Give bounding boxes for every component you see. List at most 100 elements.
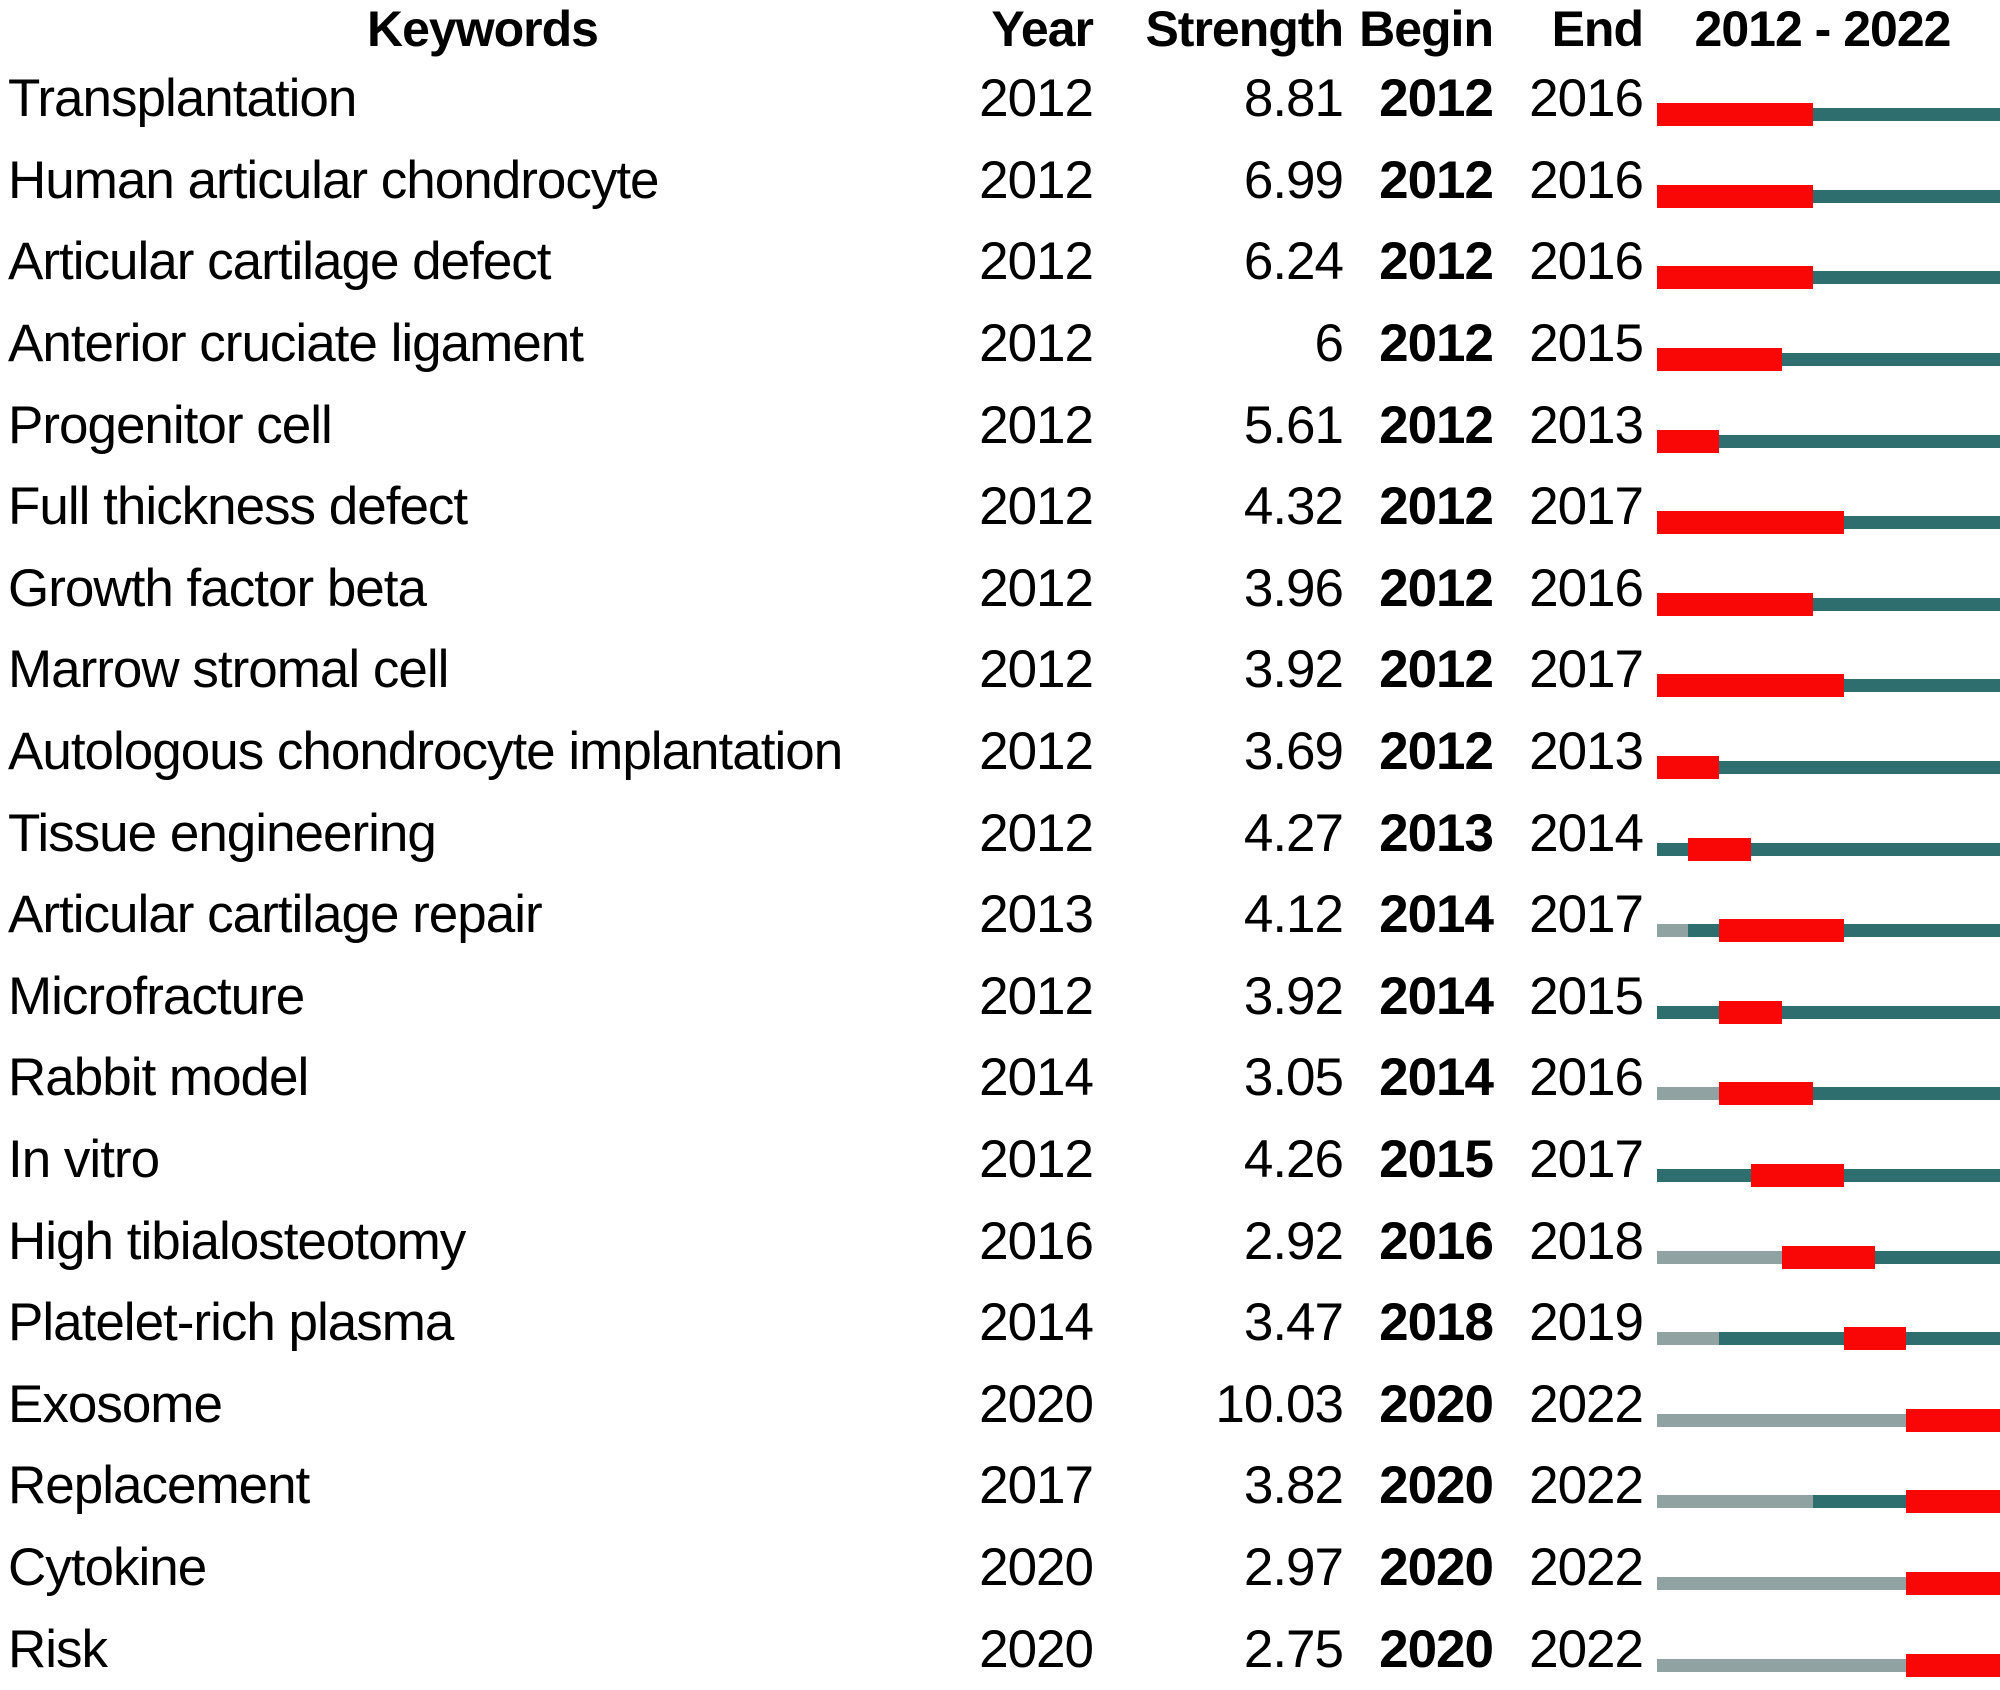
begin-cell: 2020: [1379, 1537, 1494, 1597]
col-header-year-range: 2012 - 2022: [1694, 1, 1952, 57]
active-segment: [1719, 761, 2000, 775]
timeline-track: [1657, 429, 2000, 453]
keyword-cell: Platelet-rich plasma: [8, 1293, 454, 1353]
end-cell: 2016: [1529, 150, 1644, 210]
end-cell: 2016: [1529, 69, 1644, 129]
inactive-segment: [1657, 1658, 1907, 1672]
active-segment: [1719, 434, 2000, 448]
table-row: In vitro 2012 4.26 2015 2017: [0, 1119, 2000, 1201]
burst-segment: [1688, 837, 1751, 861]
table-row: Articular cartilage defect 2012 6.24 2012 20…: [0, 221, 2000, 303]
begin-cell: 2012: [1379, 558, 1494, 618]
active-segment: [1719, 1332, 1845, 1346]
burst-segment: [1906, 1408, 2000, 1432]
burst-timeline-cell: [1645, 1282, 2000, 1364]
year-cell: 2012: [979, 232, 1094, 292]
end-cell: 2016: [1529, 232, 1644, 292]
burst-timeline-cell: [1645, 384, 2000, 466]
col-header-year: Year: [991, 1, 1094, 57]
burst-segment: [1657, 266, 1813, 290]
burst-timeline-cell: [1645, 466, 2000, 548]
active-segment: [1688, 924, 1720, 938]
end-cell: 2017: [1529, 640, 1644, 700]
active-segment: [1812, 108, 2000, 122]
strength-cell: 4.12: [1243, 885, 1344, 945]
active-segment: [1750, 842, 2000, 856]
burst-segment: [1906, 1490, 2000, 1514]
year-cell: 2012: [979, 640, 1094, 700]
begin-cell: 2014: [1379, 885, 1494, 945]
keyword-cell: Human articular chondrocyte: [8, 150, 660, 210]
keyword-cell: Rabbit model: [8, 1048, 309, 1108]
keyword-cell: Cytokine: [8, 1537, 207, 1597]
year-cell: 2020: [979, 1374, 1094, 1434]
year-cell: 2014: [979, 1048, 1094, 1108]
timeline-track: [1657, 1408, 2000, 1432]
keyword-cell: Autologous chondrocyte implantation: [8, 722, 843, 782]
keyword-cell: Articular cartilage repair: [8, 885, 543, 945]
burst-segment: [1657, 103, 1813, 127]
keyword-cell: Progenitor cell: [8, 395, 333, 455]
burst-timeline-cell: [1645, 629, 2000, 711]
timeline-track: [1657, 103, 2000, 127]
begin-cell: 2012: [1379, 640, 1494, 700]
burst-segment: [1657, 511, 1845, 535]
begin-cell: 2020: [1379, 1374, 1494, 1434]
active-segment: [1844, 924, 2000, 938]
strength-cell: 4.32: [1243, 477, 1344, 537]
table-row: Microfracture 2012 3.92 2014 2015: [0, 956, 2000, 1038]
burst-segment: [1657, 756, 1720, 780]
end-cell: 2018: [1529, 1211, 1644, 1271]
active-segment: [1657, 842, 1689, 856]
year-cell: 2012: [979, 803, 1094, 863]
end-cell: 2015: [1529, 314, 1644, 374]
timeline-track: [1657, 1164, 2000, 1188]
inactive-segment: [1657, 1576, 1907, 1590]
begin-cell: 2018: [1379, 1293, 1494, 1353]
keyword-cell: Transplantation: [8, 69, 357, 129]
begin-cell: 2014: [1379, 1048, 1494, 1108]
burst-timeline-cell: [1645, 548, 2000, 630]
burst-segment: [1906, 1571, 2000, 1595]
burst-timeline-cell: [1645, 1364, 2000, 1446]
year-cell: 2012: [979, 314, 1094, 374]
active-segment: [1812, 1087, 2000, 1101]
burst-segment: [1781, 1245, 1876, 1269]
timeline-track: [1657, 756, 2000, 780]
timeline-track: [1657, 1000, 2000, 1024]
burst-timeline-cell: [1645, 1037, 2000, 1119]
table-row: Articular cartilage repair 2013 4.12 2014 20…: [0, 874, 2000, 956]
strength-cell: 10.03: [1215, 1374, 1344, 1434]
active-segment: [1657, 1005, 1720, 1019]
burst-timeline-cell: [1645, 221, 2000, 303]
burst-timeline-cell: [1645, 140, 2000, 222]
active-segment: [1812, 1495, 1907, 1509]
burst-timeline-cell: [1645, 792, 2000, 874]
burst-timeline-cell: [1645, 1200, 2000, 1282]
inactive-segment: [1657, 1087, 1720, 1101]
burst-timeline-cell: [1645, 303, 2000, 385]
begin-cell: 2013: [1379, 803, 1494, 863]
burst-segment: [1657, 674, 1845, 698]
col-header-keywords: Keywords: [367, 1, 599, 57]
active-segment: [1812, 189, 2000, 203]
begin-cell: 2012: [1379, 69, 1494, 129]
burst-timeline-cell: [1645, 956, 2000, 1038]
burst-timeline-cell: [1645, 711, 2000, 793]
burst-timeline-cell: [1645, 874, 2000, 956]
year-cell: 2020: [979, 1619, 1094, 1679]
burst-segment: [1719, 1082, 1813, 1106]
strength-cell: 6.24: [1243, 232, 1344, 292]
burst-timeline-cell: [1645, 1119, 2000, 1201]
keyword-cell: Marrow stromal cell: [8, 640, 449, 700]
timeline-track: [1657, 348, 2000, 372]
table-row: Rabbit model 2014 3.05 2014 2016: [0, 1037, 2000, 1119]
inactive-segment: [1657, 1495, 1813, 1509]
table-row: Replacement 2017 3.82 2020 2022: [0, 1445, 2000, 1527]
inactive-segment: [1657, 1250, 1782, 1264]
active-segment: [1844, 679, 2000, 693]
year-cell: 2013: [979, 885, 1094, 945]
strength-cell: 4.26: [1243, 1130, 1344, 1190]
year-cell: 2012: [979, 395, 1094, 455]
strength-cell: 2.97: [1243, 1537, 1344, 1597]
